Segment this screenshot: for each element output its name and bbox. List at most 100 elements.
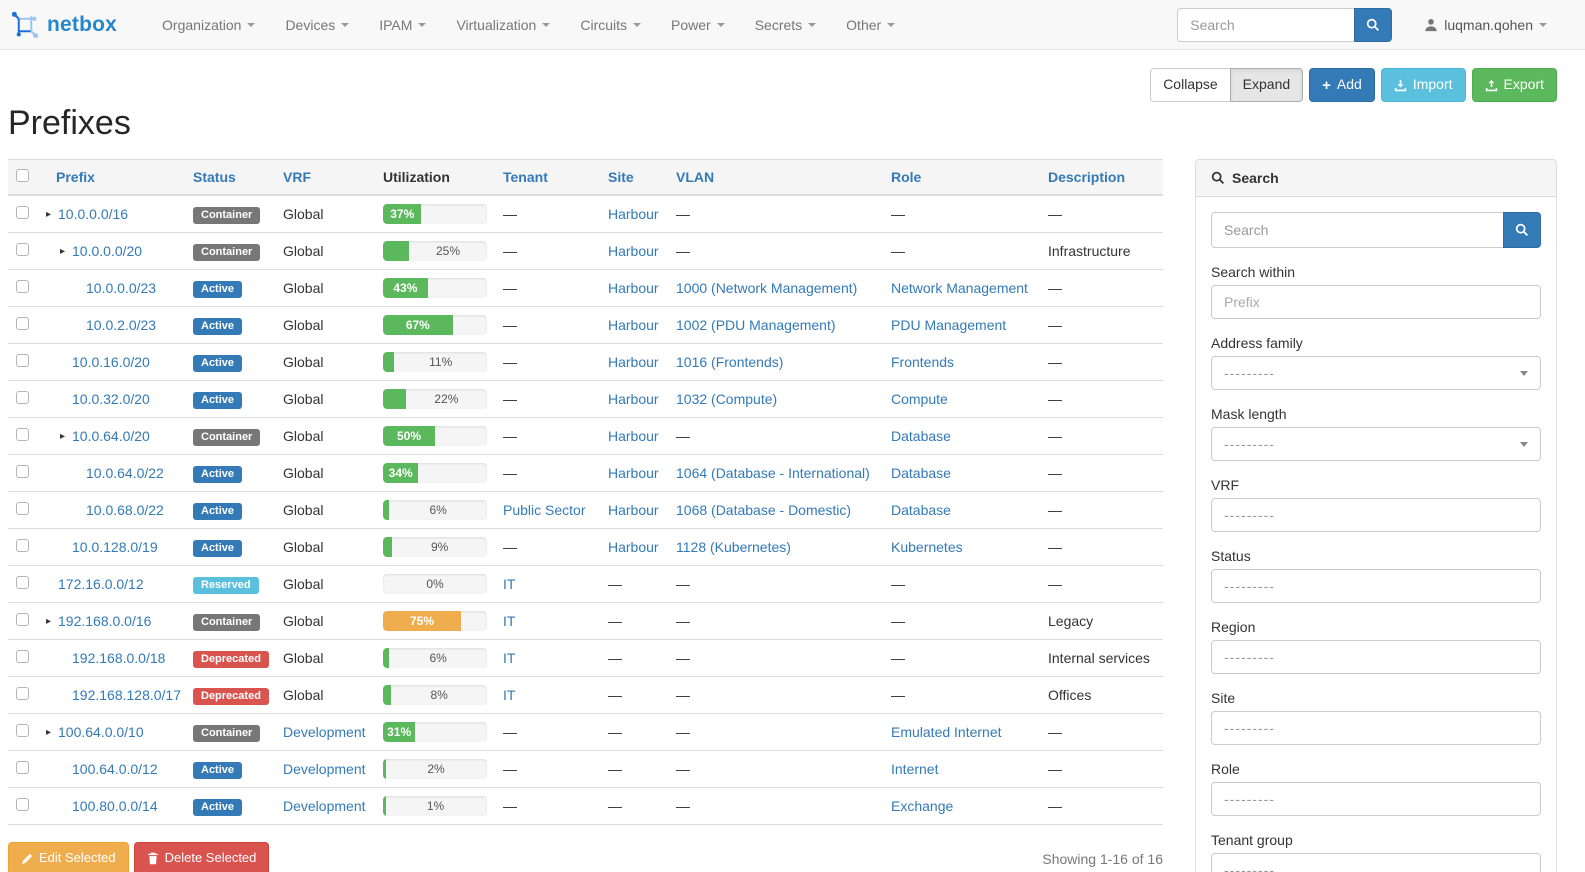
expand-caret-icon[interactable]: ▸ (60, 430, 66, 442)
prefix-link[interactable]: 192.168.0.0/18 (72, 650, 166, 666)
role-link[interactable]: PDU Management (891, 317, 1007, 333)
nav-menu-ipam[interactable]: IPAM (364, 0, 441, 50)
role-link[interactable]: Frontends (891, 354, 955, 370)
row-checkbox[interactable] (16, 576, 29, 589)
site-link[interactable]: Harbour (608, 280, 659, 296)
prefix-link[interactable]: 10.0.68.0/22 (86, 502, 164, 518)
role-link[interactable]: Database (891, 502, 951, 518)
site-link[interactable]: Harbour (608, 502, 659, 518)
filter-select-address-family[interactable]: --------- (1211, 356, 1541, 390)
expand-button[interactable]: Expand (1229, 68, 1304, 102)
site-link[interactable]: Harbour (608, 465, 659, 481)
nav-menu-other[interactable]: Other (831, 0, 910, 50)
row-checkbox[interactable] (16, 206, 29, 219)
prefix-link[interactable]: 10.0.16.0/20 (72, 354, 150, 370)
navbar-search-input[interactable] (1177, 7, 1356, 42)
row-checkbox[interactable] (16, 465, 29, 478)
tenant-link[interactable]: IT (503, 687, 516, 703)
vlan-link[interactable]: 1002 (PDU Management) (676, 317, 836, 333)
role-link[interactable]: Exchange (891, 798, 954, 814)
nav-menu-circuits[interactable]: Circuits (565, 0, 656, 50)
expand-caret-icon[interactable]: ▸ (60, 245, 66, 257)
prefix-link[interactable]: 10.0.2.0/23 (86, 317, 157, 333)
site-link[interactable]: Harbour (608, 354, 659, 370)
filter-select-tenant-group[interactable]: --------- (1211, 853, 1541, 872)
nav-menu-power[interactable]: Power (656, 0, 740, 50)
prefix-link[interactable]: 192.168.128.0/17 (72, 687, 181, 703)
nav-menu-organization[interactable]: Organization (147, 0, 270, 50)
row-checkbox[interactable] (16, 539, 29, 552)
vrf-link[interactable]: Development (283, 761, 366, 777)
column-header-role[interactable]: Role (883, 159, 1040, 196)
role-link[interactable]: Network Management (891, 280, 1028, 296)
site-link[interactable]: Harbour (608, 391, 659, 407)
vlan-link[interactable]: 1032 (Compute) (676, 391, 778, 407)
row-checkbox[interactable] (16, 391, 29, 404)
prefix-link[interactable]: 172.16.0.0/12 (58, 576, 144, 592)
expand-caret-icon[interactable]: ▸ (46, 726, 52, 738)
row-checkbox[interactable] (16, 317, 29, 330)
prefix-link[interactable]: 10.0.64.0/20 (72, 428, 150, 444)
role-link[interactable]: Kubernetes (891, 539, 963, 555)
filter-select-mask-length[interactable]: --------- (1211, 427, 1541, 461)
import-button[interactable]: Import (1380, 68, 1466, 102)
user-menu[interactable]: luqman.qohen (1424, 17, 1547, 33)
tenant-link[interactable]: IT (503, 613, 516, 629)
row-checkbox[interactable] (16, 798, 29, 811)
expand-caret-icon[interactable]: ▸ (46, 208, 52, 220)
role-link[interactable]: Database (891, 428, 951, 444)
export-button[interactable]: Export (1471, 68, 1557, 102)
vlan-link[interactable]: 1128 (Kubernetes) (676, 539, 791, 555)
site-link[interactable]: Harbour (608, 539, 659, 555)
prefix-link[interactable]: 100.80.0.0/14 (72, 798, 158, 814)
prefix-link[interactable]: 192.168.0.0/16 (58, 613, 152, 629)
filter-select-vrf[interactable]: --------- (1211, 498, 1541, 532)
netbox-logo[interactable]: netbox (10, 10, 117, 40)
tenant-link[interactable]: Public Sector (503, 502, 586, 518)
role-link[interactable]: Internet (891, 761, 939, 777)
prefix-link[interactable]: 10.0.64.0/22 (86, 465, 164, 481)
edit-selected-button[interactable]: Edit Selected (8, 842, 129, 872)
role-link[interactable]: Emulated Internet (891, 724, 1002, 740)
prefix-link[interactable]: 100.64.0.0/10 (58, 724, 144, 740)
column-header-status[interactable]: Status (185, 159, 275, 196)
column-header-site[interactable]: Site (600, 159, 668, 196)
site-link[interactable]: Harbour (608, 317, 659, 333)
row-checkbox[interactable] (16, 761, 29, 774)
row-checkbox[interactable] (16, 650, 29, 663)
filter-search-input[interactable] (1211, 212, 1504, 248)
role-link[interactable]: Database (891, 465, 951, 481)
row-checkbox[interactable] (16, 613, 29, 626)
row-checkbox[interactable] (16, 280, 29, 293)
prefix-link[interactable]: 10.0.0.0/20 (72, 243, 143, 259)
column-header-prefix[interactable]: Prefix (38, 159, 185, 196)
site-link[interactable]: Harbour (608, 428, 659, 444)
vlan-link[interactable]: 1016 (Frontends) (676, 354, 784, 370)
row-checkbox[interactable] (16, 502, 29, 515)
column-header-vrf[interactable]: VRF (275, 159, 375, 196)
vlan-link[interactable]: 1068 (Database - Domestic) (676, 502, 852, 518)
prefix-link[interactable]: 10.0.0.0/23 (86, 280, 157, 296)
column-header-vlan[interactable]: VLAN (668, 159, 883, 196)
nav-menu-devices[interactable]: Devices (270, 0, 364, 50)
tenant-link[interactable]: IT (503, 576, 516, 592)
prefix-link[interactable]: 10.0.128.0/19 (72, 539, 158, 555)
prefix-link[interactable]: 10.0.32.0/20 (72, 391, 150, 407)
role-link[interactable]: Compute (891, 391, 948, 407)
filter-search-button[interactable] (1503, 212, 1541, 248)
column-header-description[interactable]: Description (1040, 159, 1163, 196)
nav-menu-virtualization[interactable]: Virtualization (441, 0, 565, 50)
filter-select-role[interactable]: --------- (1211, 782, 1541, 816)
prefix-link[interactable]: 10.0.0.0/16 (58, 206, 129, 222)
filter-input-search-within[interactable] (1211, 285, 1541, 319)
select-all-checkbox[interactable] (16, 169, 29, 182)
vrf-link[interactable]: Development (283, 724, 366, 740)
add-button[interactable]: + Add (1309, 68, 1375, 102)
navbar-search-button[interactable] (1354, 7, 1393, 42)
column-header-tenant[interactable]: Tenant (495, 159, 600, 196)
site-link[interactable]: Harbour (608, 206, 659, 222)
filter-select-site[interactable]: --------- (1211, 711, 1541, 745)
expand-caret-icon[interactable]: ▸ (46, 615, 52, 627)
prefix-link[interactable]: 100.64.0.0/12 (72, 761, 158, 777)
delete-selected-button[interactable]: Delete Selected (133, 842, 270, 872)
